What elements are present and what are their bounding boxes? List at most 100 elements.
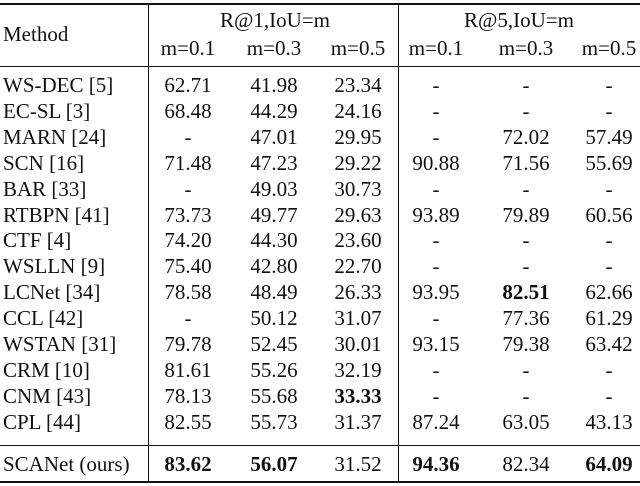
row-value: -: [432, 73, 440, 97]
row-value: 29.22: [334, 150, 382, 175]
row-method: RTBPN [41]: [3, 202, 110, 227]
row-value: -: [605, 254, 613, 279]
row-value: 32.19: [334, 357, 382, 382]
row-value: 61.29: [585, 306, 633, 331]
row-value: -: [184, 124, 192, 149]
row-value: 55.69: [585, 150, 633, 175]
row-method: CCL [42]: [3, 306, 84, 331]
row-value: 55.68: [250, 383, 298, 408]
row-value: -: [432, 176, 440, 201]
row-value: -: [432, 383, 440, 408]
row-value: 71.56: [502, 150, 550, 175]
row-value: 63.42: [585, 332, 633, 356]
final-row-value: 94.36: [412, 452, 460, 476]
row-value: -: [605, 98, 613, 123]
row-value: 90.88: [412, 150, 460, 175]
final-row-method: SCANet (ours): [3, 452, 130, 476]
row-method: WS-DEC [5]: [3, 73, 114, 97]
row-value: 23.34: [334, 73, 382, 97]
row-value: -: [432, 228, 440, 253]
column-divider: [148, 4, 149, 482]
final-row-value: 83.62: [164, 452, 212, 476]
row-value: 79.89: [502, 202, 550, 227]
row-value: -: [522, 228, 530, 253]
row-method: WSLLN [9]: [3, 254, 106, 279]
row-value: -: [184, 176, 192, 201]
row-value: -: [184, 306, 192, 331]
row-value: 55.26: [250, 357, 298, 382]
row-value: 82.51: [502, 280, 550, 305]
row-value: 71.48: [164, 150, 212, 175]
row-value: 44.29: [250, 98, 298, 123]
row-value: -: [432, 98, 440, 123]
row-value: 77.36: [502, 306, 550, 331]
row-method: CPL [44]: [3, 409, 81, 434]
row-value: 30.73: [334, 176, 382, 201]
row-value: 62.66: [585, 280, 633, 305]
row-value: 78.13: [164, 383, 212, 408]
row-value: 63.05: [502, 409, 550, 434]
row-value: 57.49: [585, 124, 633, 149]
header-group-r1: R@1,IoU=m: [220, 8, 330, 32]
row-value: -: [522, 176, 530, 201]
row-value: -: [432, 306, 440, 331]
row-value: 44.30: [250, 228, 298, 253]
row-value: 49.03: [250, 176, 298, 201]
row-value: 68.48: [164, 98, 212, 123]
row-method: BAR [33]: [3, 176, 87, 201]
row-value: 42.80: [250, 254, 298, 279]
header-method: Method: [3, 22, 69, 46]
row-value: 31.37: [334, 409, 382, 434]
row-value: -: [522, 254, 530, 279]
row-value: -: [432, 254, 440, 279]
header-sub: m=0.3: [498, 36, 554, 60]
row-method: WSTAN [31]: [3, 332, 117, 356]
row-value: 78.58: [164, 280, 212, 305]
header-rule: [0, 66, 640, 67]
row-value: -: [605, 176, 613, 201]
row-value: 74.20: [164, 228, 212, 253]
row-value: 72.02: [502, 124, 550, 149]
final-row-value: 64.09: [585, 452, 633, 476]
final-row-value: 82.34: [502, 452, 550, 476]
row-value: 93.95: [412, 280, 460, 305]
row-value: 82.55: [164, 409, 212, 434]
final-row-value: 56.07: [250, 452, 298, 476]
row-value: 48.49: [250, 280, 298, 305]
row-value: -: [522, 383, 530, 408]
row-value: -: [522, 357, 530, 382]
row-value: 29.95: [334, 124, 382, 149]
bottom-rule: [0, 481, 640, 483]
header-sub: m=0.3: [246, 36, 302, 60]
row-value: 93.89: [412, 202, 460, 227]
row-value: 31.07: [334, 306, 382, 331]
header-sub: m=0.5: [330, 36, 386, 60]
row-value: -: [522, 98, 530, 123]
row-value: -: [605, 228, 613, 253]
row-value: 62.71: [164, 73, 212, 97]
row-value: -: [605, 73, 613, 97]
row-method: CNM [43]: [3, 383, 92, 408]
row-value: -: [522, 73, 530, 97]
row-method: CTF [4]: [3, 228, 72, 253]
row-value: 30.01: [334, 332, 382, 356]
row-method: SCN [16]: [3, 150, 85, 175]
row-value: 79.78: [164, 332, 212, 356]
row-value: 93.15: [412, 332, 460, 356]
row-value: 73.73: [164, 202, 212, 227]
row-value: 87.24: [412, 409, 460, 434]
row-method: MARN [24]: [3, 124, 107, 149]
row-method: LCNet [34]: [3, 280, 101, 305]
row-value: 50.12: [250, 306, 298, 331]
row-value: 47.01: [250, 124, 298, 149]
row-value: 29.63: [334, 202, 382, 227]
row-value: -: [605, 383, 613, 408]
row-value: 60.56: [585, 202, 633, 227]
top-rule: [0, 3, 640, 5]
row-value: 41.98: [250, 73, 298, 97]
row-value: 52.45: [250, 332, 298, 356]
row-value: 22.70: [334, 254, 382, 279]
row-method: EC-SL [3]: [3, 98, 91, 123]
row-value: -: [432, 124, 440, 149]
